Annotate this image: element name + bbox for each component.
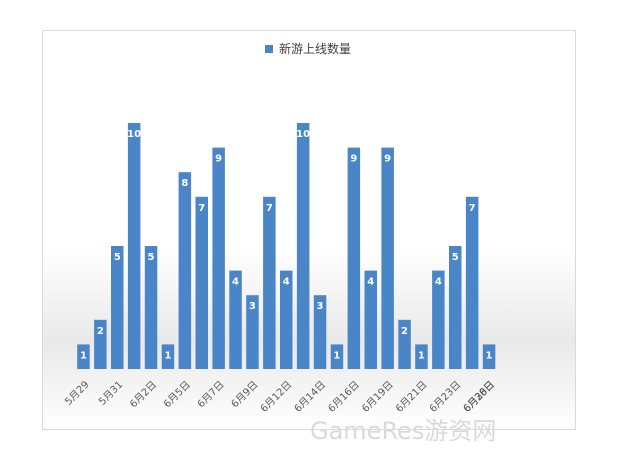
- bar: [127, 123, 141, 369]
- data-label: 3: [317, 301, 324, 312]
- data-label: 1: [333, 350, 340, 361]
- data-label: 3: [249, 301, 256, 312]
- data-label: 9: [350, 154, 357, 165]
- bar: [432, 270, 445, 369]
- data-label: 9: [384, 154, 391, 165]
- bar: [330, 344, 344, 369]
- x-tick-label: 6月7日: [195, 379, 227, 411]
- bar: [482, 344, 496, 369]
- data-label: 5: [452, 252, 459, 263]
- x-tick-label: 6月9日: [229, 379, 261, 411]
- data-label: 4: [232, 277, 239, 288]
- data-label: 4: [435, 277, 442, 288]
- data-label: 9: [215, 154, 222, 165]
- data-label: 4: [367, 277, 374, 288]
- bar: [465, 196, 479, 369]
- watermark-text: GameRes游资网: [310, 417, 496, 445]
- x-tick-label: 5月31: [96, 379, 125, 408]
- data-label: 1: [165, 350, 172, 361]
- data-label: 2: [97, 326, 104, 337]
- legend-label: 新游上线数量: [279, 41, 351, 56]
- data-label: 5: [148, 252, 155, 263]
- bar: [296, 123, 310, 369]
- data-label: 7: [469, 203, 476, 214]
- bar: [77, 344, 90, 369]
- legend-swatch: [265, 45, 273, 53]
- bar: [195, 196, 208, 369]
- x-tick-label: 6月12日: [258, 379, 294, 415]
- bar: [178, 172, 192, 369]
- bar: [246, 295, 259, 369]
- bar: [229, 270, 242, 369]
- bar: [347, 147, 361, 369]
- bar: [415, 344, 428, 369]
- bar: [364, 270, 377, 369]
- data-label: 10: [296, 129, 310, 140]
- bar: [449, 246, 462, 369]
- bar: [381, 147, 394, 369]
- data-label: 5: [114, 252, 121, 263]
- bar: [313, 295, 327, 369]
- x-tick-label: 6月2日: [127, 379, 159, 411]
- bars-group: [77, 123, 496, 369]
- data-label: 2: [401, 326, 408, 337]
- data-label: 1: [418, 350, 425, 361]
- data-label: 4: [283, 277, 290, 288]
- bar: [212, 147, 225, 369]
- chart-frame: 新游上线数量 1 2 5 10 5 1 8 7 9 4 3 7 4 10 3 1 9 4 9 2 1 4 5 7 1 5月29 5…: [42, 30, 576, 430]
- data-label: 10: [127, 129, 141, 140]
- x-tick-label: 6月5日: [161, 379, 193, 411]
- data-label: 1: [80, 350, 87, 361]
- bar: [398, 319, 411, 369]
- bar: [280, 270, 293, 369]
- bar: [111, 246, 124, 369]
- data-labels-group: 1 2 5 10 5 1 8 7 9 4 3 7 4 10 3 1 9 4 9 2 1 4 5 7 1: [80, 129, 493, 361]
- x-tick-label: 5月29: [63, 379, 92, 408]
- data-label: 8: [181, 178, 188, 189]
- bar-chart: 新游上线数量 1 2 5 10 5 1 8 7 9 4 3 7 4 10 3 1 9 4 9 2 1 4 5 7 1 5月29 5…: [63, 41, 498, 415]
- bar: [94, 319, 107, 369]
- data-label: 7: [266, 203, 273, 214]
- watermark: GameRes游资网: [310, 417, 496, 445]
- bar: [144, 246, 158, 369]
- bar: [161, 344, 175, 369]
- data-label: 7: [198, 203, 205, 214]
- chart-legend: 新游上线数量: [265, 41, 351, 56]
- data-label: 1: [486, 350, 493, 361]
- bar: [263, 196, 276, 369]
